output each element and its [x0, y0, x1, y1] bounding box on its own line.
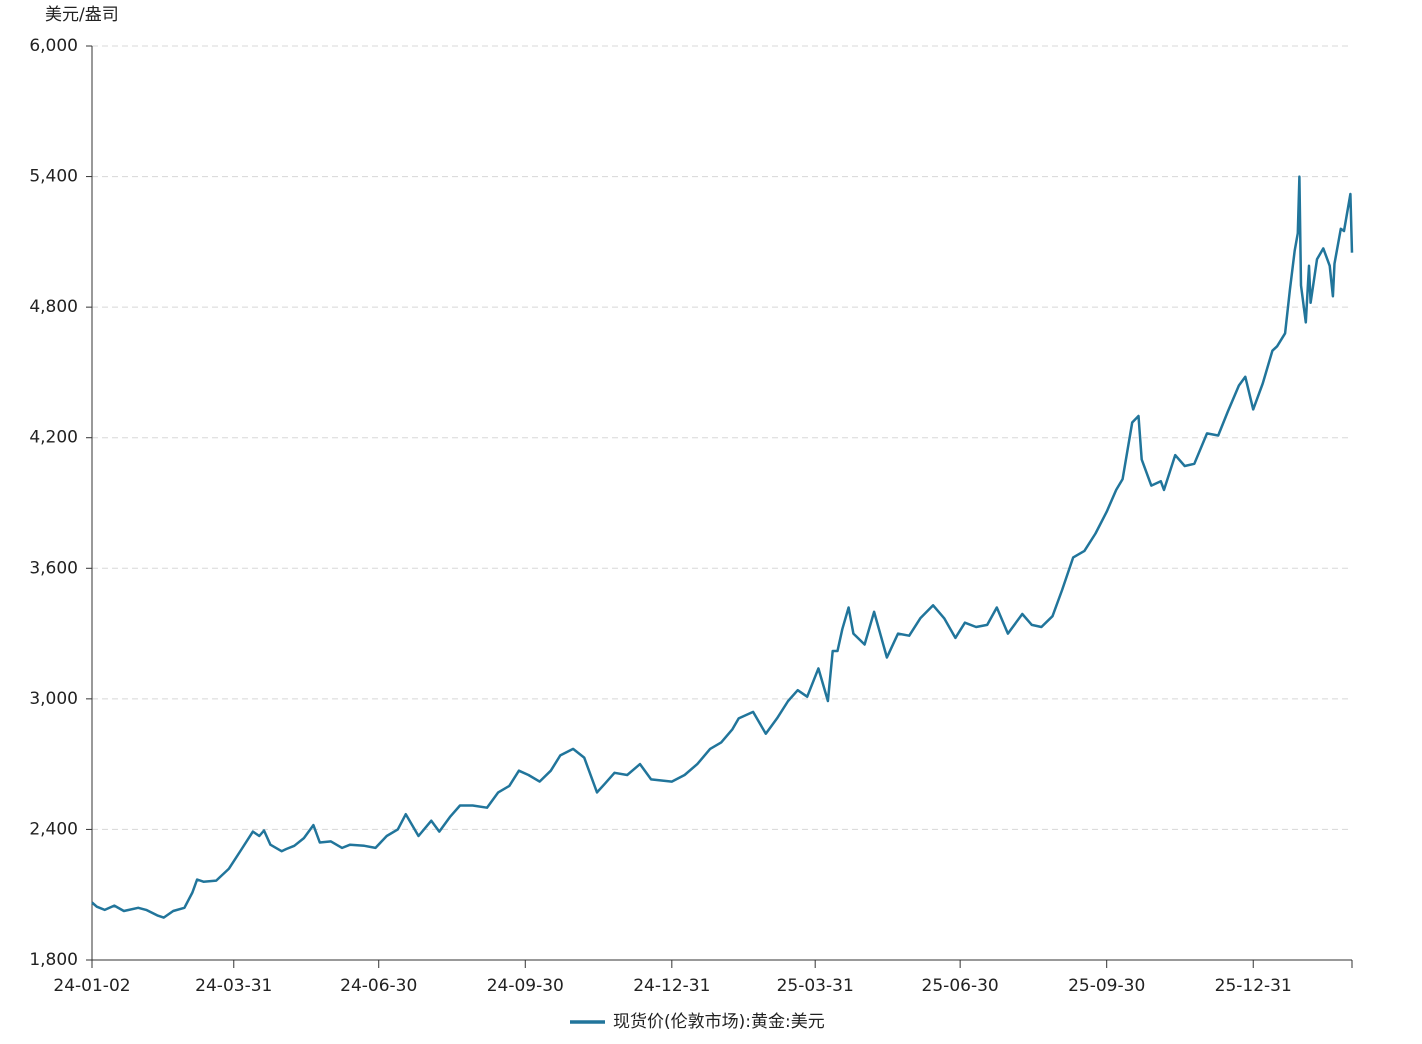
x-tick-label: 24-01-02 [53, 976, 130, 996]
x-tick-label: 25-03-31 [777, 976, 854, 996]
y-tick-label: 5,400 [29, 167, 78, 187]
y-tick-label: 2,400 [29, 819, 78, 839]
legend-label: 现货价(伦敦市场):黄金:美元 [613, 1012, 825, 1032]
y-tick-label: 4,800 [29, 297, 78, 317]
x-tick-label: 24-12-31 [633, 976, 710, 996]
x-tick-label: 25-06-30 [922, 976, 999, 996]
x-tick-label: 24-03-31 [195, 976, 272, 996]
x-tick-label: 24-09-30 [487, 976, 564, 996]
y-tick-label: 6,000 [29, 36, 78, 56]
x-tick-label: 25-12-31 [1215, 976, 1292, 996]
y-tick-label: 3,000 [29, 689, 78, 709]
line-series [91, 175, 1354, 919]
y-tick-label: 3,600 [29, 558, 78, 578]
y-axis-unit: 美元/盎司 [45, 5, 119, 25]
x-tick-label: 25-09-30 [1068, 976, 1145, 996]
y-tick-label: 4,200 [29, 428, 78, 448]
y-tick-label: 1,800 [29, 950, 78, 970]
x-tick-label: 24-06-30 [340, 976, 417, 996]
